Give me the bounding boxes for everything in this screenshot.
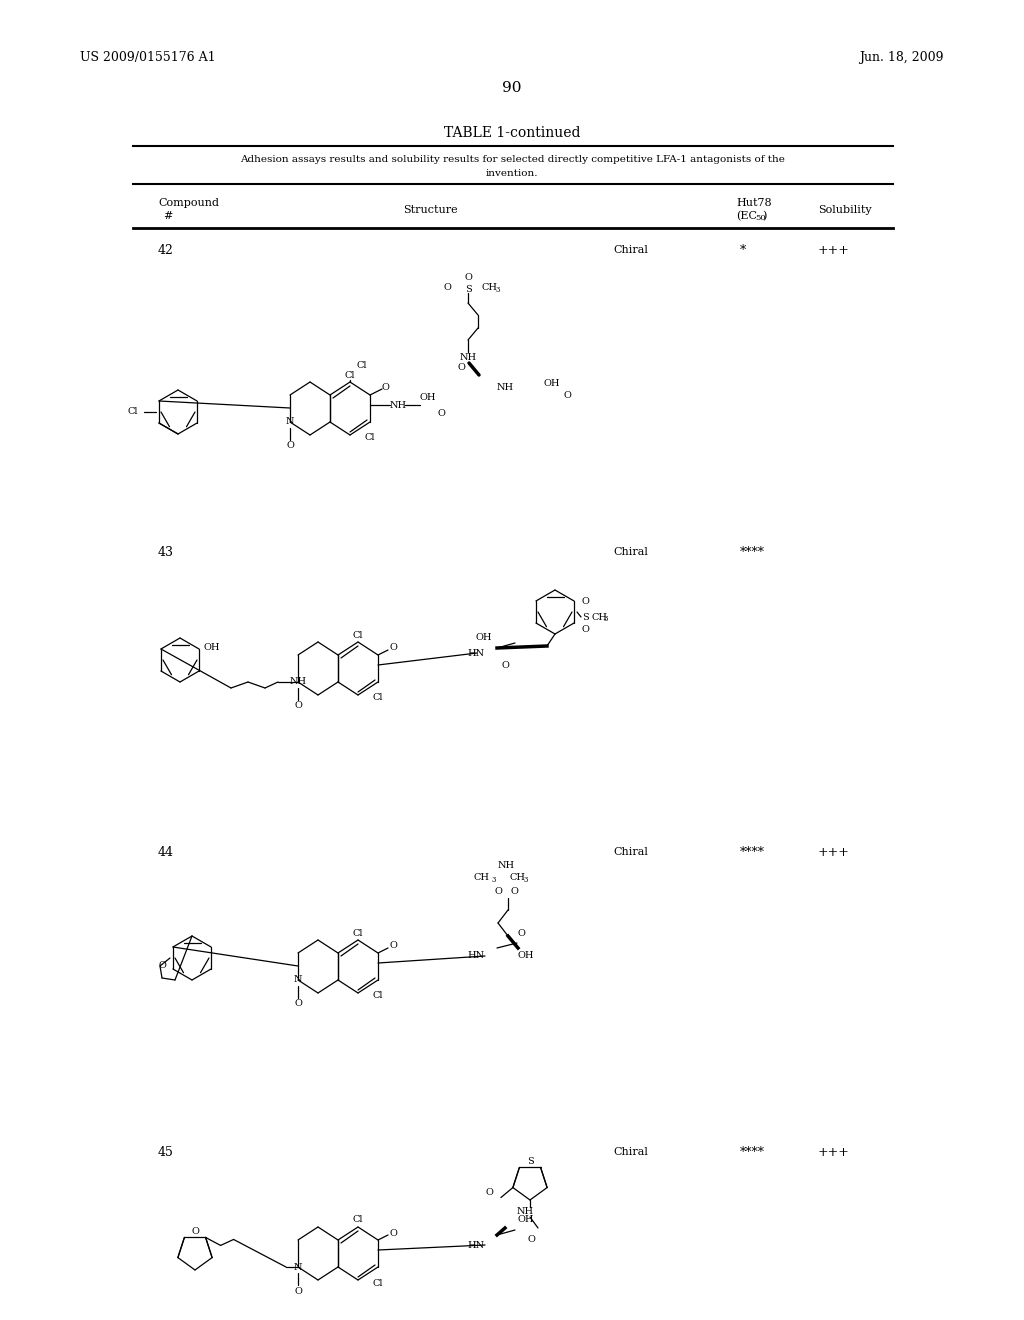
Text: 90: 90 — [502, 81, 522, 95]
Text: Adhesion assays results and solubility results for selected directly competitive: Adhesion assays results and solubility r… — [240, 156, 784, 165]
Text: NH: NH — [497, 384, 514, 392]
Text: Cl: Cl — [365, 433, 375, 442]
Text: O: O — [294, 1287, 302, 1295]
Text: 44: 44 — [158, 846, 174, 858]
Text: 45: 45 — [158, 1146, 174, 1159]
Text: S: S — [582, 612, 589, 622]
Text: O: O — [286, 441, 294, 450]
Text: N: N — [286, 417, 294, 426]
Text: O: O — [382, 384, 390, 392]
Text: +++: +++ — [818, 846, 850, 858]
Text: CH: CH — [592, 612, 608, 622]
Text: NH: NH — [460, 354, 476, 363]
Text: Cl: Cl — [352, 631, 364, 639]
Text: Cl: Cl — [352, 928, 364, 937]
Text: Cl: Cl — [352, 1216, 364, 1225]
Text: O: O — [443, 284, 451, 293]
Text: +++: +++ — [818, 243, 850, 256]
Text: OH: OH — [517, 1216, 534, 1225]
Text: ****: **** — [740, 846, 765, 858]
Text: 43: 43 — [158, 545, 174, 558]
Text: O: O — [464, 272, 472, 281]
Text: invention.: invention. — [485, 169, 539, 177]
Text: Cl: Cl — [356, 360, 368, 370]
Text: O: O — [582, 626, 590, 635]
Text: O: O — [502, 661, 510, 671]
Text: O: O — [517, 928, 525, 937]
Text: +++: +++ — [818, 1146, 850, 1159]
Text: Compound: Compound — [158, 198, 219, 209]
Text: O: O — [527, 1236, 535, 1245]
Text: Chiral: Chiral — [613, 546, 648, 557]
Text: ****: **** — [740, 545, 765, 558]
Text: *: * — [740, 243, 746, 256]
Text: O: O — [510, 887, 518, 896]
Text: Solubility: Solubility — [818, 205, 871, 215]
Text: US 2009/0155176 A1: US 2009/0155176 A1 — [80, 51, 216, 65]
Text: O: O — [485, 1188, 493, 1197]
Text: CH: CH — [474, 874, 490, 883]
Text: Cl: Cl — [373, 1279, 383, 1287]
Text: Chiral: Chiral — [613, 246, 648, 255]
Text: Cl: Cl — [345, 371, 355, 380]
Text: Chiral: Chiral — [613, 1147, 648, 1158]
Text: ****: **** — [740, 1146, 765, 1159]
Text: Chiral: Chiral — [613, 847, 648, 857]
Text: 3: 3 — [490, 876, 496, 884]
Text: OH: OH — [543, 379, 559, 388]
Text: O: O — [390, 644, 398, 652]
Text: HN: HN — [468, 952, 485, 961]
Text: O: O — [294, 999, 302, 1008]
Text: O: O — [438, 408, 445, 417]
Text: HN: HN — [468, 1241, 485, 1250]
Text: O: O — [457, 363, 465, 372]
Text: 3: 3 — [604, 615, 608, 623]
Text: S: S — [465, 285, 471, 293]
Text: 50: 50 — [755, 214, 766, 222]
Text: NH: NH — [498, 861, 515, 870]
Text: O: O — [390, 941, 398, 950]
Text: Jun. 18, 2009: Jun. 18, 2009 — [859, 51, 944, 65]
Text: ): ) — [762, 211, 766, 222]
Text: #: # — [163, 211, 172, 220]
Text: O: O — [158, 961, 166, 970]
Text: O: O — [294, 701, 302, 710]
Text: OH: OH — [517, 952, 534, 961]
Text: O: O — [582, 598, 590, 606]
Text: N: N — [294, 975, 302, 985]
Text: 3: 3 — [496, 286, 501, 294]
Text: N: N — [294, 1262, 302, 1271]
Text: 42: 42 — [158, 243, 174, 256]
Text: Structure: Structure — [402, 205, 458, 215]
Text: OH: OH — [204, 644, 220, 652]
Text: O: O — [563, 391, 570, 400]
Text: S: S — [526, 1156, 534, 1166]
Text: NH: NH — [390, 400, 408, 409]
Text: OH: OH — [420, 393, 436, 403]
Text: (EC: (EC — [736, 211, 757, 222]
Text: O: O — [390, 1229, 398, 1238]
Text: OH: OH — [475, 634, 492, 643]
Text: Cl: Cl — [128, 408, 138, 417]
Text: CH: CH — [510, 874, 526, 883]
Text: CH: CH — [482, 284, 498, 293]
Text: NH: NH — [290, 677, 306, 686]
Text: Hut78: Hut78 — [736, 198, 772, 209]
Text: O: O — [494, 887, 502, 896]
Text: 3: 3 — [524, 876, 528, 884]
Text: TABLE 1-continued: TABLE 1-continued — [443, 125, 581, 140]
Text: HN: HN — [468, 648, 485, 657]
Text: O: O — [191, 1226, 199, 1236]
Text: Cl: Cl — [373, 693, 383, 702]
Text: Cl: Cl — [373, 991, 383, 1001]
Text: NH: NH — [516, 1208, 534, 1217]
